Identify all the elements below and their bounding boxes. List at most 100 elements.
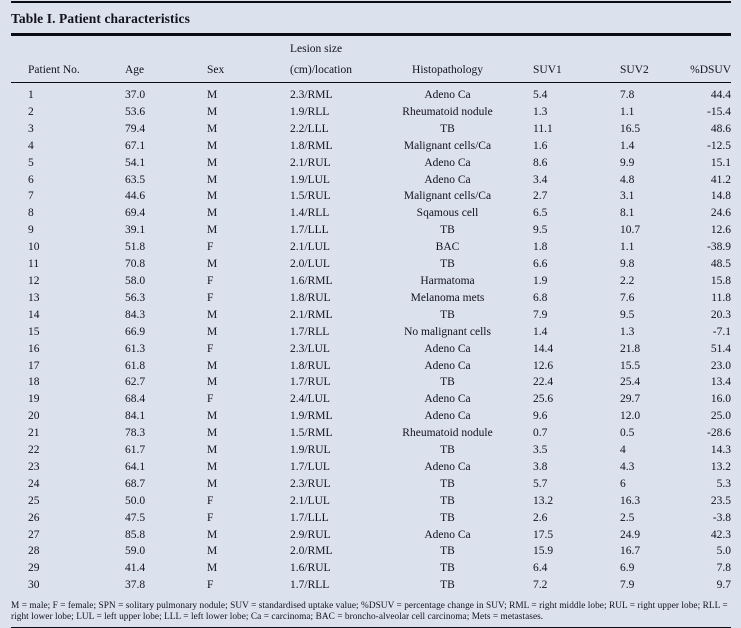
cell-sex: M [207, 545, 218, 558]
cell-pct-dsuv: 23.0 [710, 359, 731, 372]
cell-lesion-size-location: 1.9/LUL [290, 173, 330, 186]
table-row: 11 70.8 M 2.0/LUL TB 6.6 9.8 48.5 [11, 256, 731, 273]
cell-lesion-size-location: 1.5/RML [290, 427, 333, 440]
cell-sex: M [207, 139, 218, 152]
cell-lesion-size-location: 1.7/RLL [290, 579, 330, 592]
cell-histopathology: Adeno Ca [424, 460, 471, 473]
table-row: 4 67.1 M 1.8/RML Malignant cells/Ca 1.6 … [11, 138, 731, 155]
cell-lesion-size-location: 1.6/RML [290, 274, 333, 287]
header-row-2: Patient No. Age Sex (cm)/location Histop… [11, 56, 731, 83]
cell-suv1: 6.6 [533, 258, 548, 271]
cell-pct-dsuv: 16.0 [710, 393, 731, 406]
cell-suv1: 1.6 [533, 139, 548, 152]
cell-age: 69.4 [125, 207, 146, 220]
cell-sex: M [207, 460, 218, 473]
cell-patient-no: 11 [28, 258, 40, 271]
cell-sex: M [207, 156, 218, 169]
cell-histopathology: Adeno Ca [424, 89, 471, 101]
cell-suv2: 10.7 [620, 224, 641, 237]
cell-histopathology: Adeno Ca [424, 156, 471, 169]
cell-lesion-size-location: 1.8/RUL [290, 291, 331, 304]
table-row: 6 63.5 M 1.9/LUL Adeno Ca 3.4 4.8 41.2 [11, 172, 731, 189]
cell-patient-no: 2 [28, 105, 34, 118]
cell-sex: M [207, 173, 218, 186]
cell-histopathology: TB [440, 511, 455, 524]
cell-suv1: 6.5 [533, 207, 548, 220]
cell-pct-dsuv: -38.9 [707, 241, 731, 254]
cell-lesion-size-location: 2.1/RML [290, 308, 333, 321]
cell-patient-no: 25 [28, 494, 40, 507]
cell-patient-no: 15 [28, 325, 40, 338]
cell-sex: M [207, 376, 218, 389]
cell-lesion-size-location: 1.7/RUL [290, 376, 331, 389]
cell-suv2: 21.8 [620, 342, 641, 355]
cell-lesion-size-location: 1.6/RUL [290, 562, 331, 575]
cell-suv2: 16.5 [620, 122, 641, 135]
cell-suv1: 7.2 [533, 579, 548, 592]
cell-age: 54.1 [125, 156, 146, 169]
cell-pct-dsuv: 48.5 [710, 258, 731, 271]
cell-age: 61.3 [125, 342, 146, 355]
cell-patient-no: 6 [28, 173, 34, 186]
cell-patient-no: 9 [28, 224, 34, 237]
table-row: 27 85.8 M 2.9/RUL Adeno Ca 17.5 24.9 42.… [11, 527, 731, 544]
cell-histopathology: TB [440, 224, 455, 237]
cell-age: 41.4 [125, 562, 146, 575]
cell-suv2: 4.3 [620, 460, 635, 473]
cell-patient-no: 20 [28, 410, 40, 423]
table-footnote: M = male; F = female; SPN = solitary pul… [11, 601, 728, 622]
cell-pct-dsuv: -12.5 [707, 139, 731, 152]
table-row: 21 78.3 M 1.5/RML Rheumatoid nodule 0.7 … [11, 425, 731, 442]
cell-pct-dsuv: 23.5 [710, 494, 731, 507]
cell-suv2: 9.8 [620, 258, 635, 271]
cell-sex: F [207, 241, 214, 254]
cell-sex: M [207, 427, 218, 440]
cell-age: 85.8 [125, 528, 146, 541]
cell-patient-no: 18 [28, 376, 40, 389]
cell-age: 50.0 [125, 494, 146, 507]
title-rule [11, 33, 731, 36]
cell-pct-dsuv: 51.4 [710, 342, 731, 355]
cell-suv1: 22.4 [533, 376, 554, 389]
cell-histopathology: Malignant cells/Ca [403, 139, 492, 152]
header-lesion-size-line1: Lesion size [290, 43, 343, 55]
cell-pct-dsuv: 14.8 [710, 190, 731, 203]
header-spacer [11, 36, 125, 56]
cell-sex: M [207, 224, 218, 237]
table-row: 24 68.7 M 2.3/RUL TB 5.7 6 5.3 [11, 476, 731, 493]
table-row: 29 41.4 M 1.6/RUL TB 6.4 6.9 7.8 [11, 560, 731, 577]
cell-pct-dsuv: -7.1 [712, 325, 731, 338]
cell-pct-dsuv: -3.8 [712, 511, 731, 524]
cell-patient-no: 7 [28, 190, 34, 203]
cell-age: 58.0 [125, 274, 146, 287]
cell-suv2: 24.9 [620, 528, 641, 541]
cell-suv1: 12.6 [533, 359, 554, 372]
cell-patient-no: 23 [28, 460, 40, 473]
cell-histopathology: Sqamous cell [416, 207, 479, 220]
cell-suv2: 0.5 [620, 427, 635, 440]
cell-patient-no: 21 [28, 427, 40, 440]
cell-suv1: 1.3 [533, 105, 548, 118]
cell-histopathology: TB [440, 376, 455, 389]
cell-sex: M [207, 562, 218, 575]
cell-suv1: 6.8 [533, 291, 548, 304]
cell-suv2: 15.5 [620, 359, 641, 372]
cell-pct-dsuv: 20.3 [710, 308, 731, 321]
cell-sex: M [207, 410, 218, 423]
cell-suv2: 1.1 [620, 241, 635, 254]
table-row: 22 61.7 M 1.9/RUL TB 3.5 4 14.3 [11, 442, 731, 459]
cell-histopathology: TB [440, 477, 455, 490]
cell-histopathology: Adeno Ca [424, 342, 471, 355]
cell-suv2: 6.9 [620, 562, 635, 575]
header-pct-dsuv: %DSUV [675, 56, 731, 83]
table-row: 1 37.0 M 2.3/RML Adeno Ca 5.4 7.8 44.4 [11, 83, 731, 104]
cell-pct-dsuv: 24.6 [710, 207, 731, 220]
cell-lesion-size-location: 1.7/LLL [290, 224, 329, 237]
cell-histopathology: Adeno Ca [424, 410, 471, 423]
cell-histopathology: Rheumatoid nodule [402, 427, 493, 440]
cell-age: 51.8 [125, 241, 146, 254]
cell-pct-dsuv: 13.2 [710, 460, 731, 473]
cell-pct-dsuv: 48.6 [710, 122, 731, 135]
cell-suv2: 7.6 [620, 291, 635, 304]
cell-age: 78.3 [125, 427, 146, 440]
